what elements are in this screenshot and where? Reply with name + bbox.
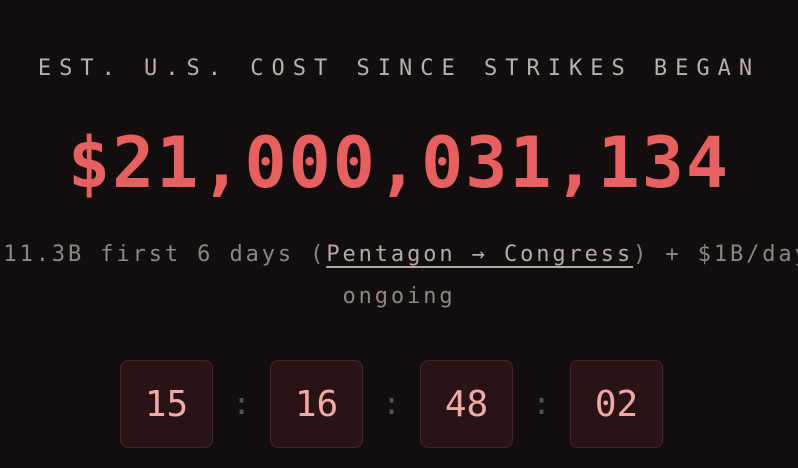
timer-seconds: 02 — [570, 360, 663, 448]
cost-counter: $21,000,031,134 — [67, 122, 731, 204]
timer-minutes: 48 — [420, 360, 513, 448]
cost-heading: EST. U.S. COST SINCE STRIKES BEGAN — [37, 56, 761, 81]
timer-hours: 16 — [270, 360, 363, 448]
timer-separator: : — [232, 386, 251, 422]
timer-separator: : — [532, 386, 551, 422]
note-suffix: ) + $1B/day ongoing — [342, 242, 798, 309]
timer-separator: : — [382, 386, 401, 422]
note-prefix: $11.3B first 6 days ( — [0, 242, 327, 267]
elapsed-timer: 15 : 16 : 48 : 02 — [120, 360, 663, 448]
source-link[interactable]: Pentagon → Congress — [326, 242, 634, 267]
cost-source-note: $11.3B first 6 days (Pentagon → Congress… — [0, 234, 798, 318]
timer-days: 15 — [120, 360, 213, 448]
